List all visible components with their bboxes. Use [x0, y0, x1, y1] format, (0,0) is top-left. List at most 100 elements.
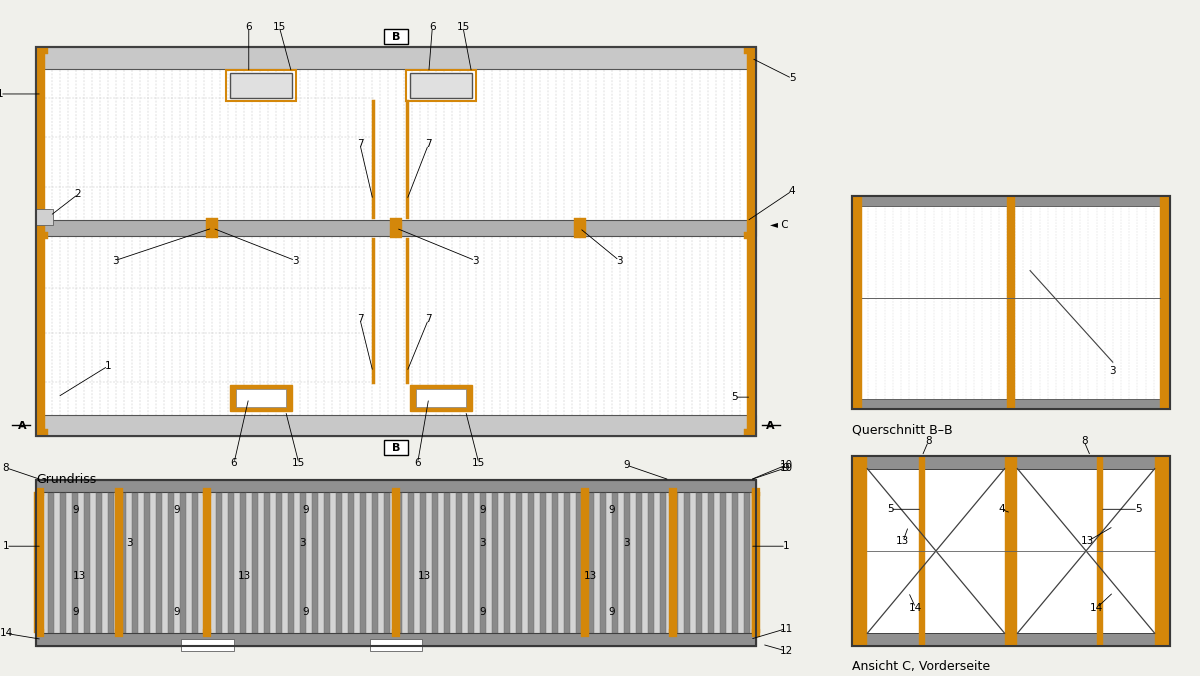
Bar [36, 47, 46, 436]
Text: B: B [392, 32, 400, 41]
Bar [36, 209, 53, 224]
Text: 9: 9 [173, 608, 180, 617]
Text: 9: 9 [302, 505, 310, 514]
Bar [180, 492, 187, 633]
Bar [126, 492, 133, 633]
Bar [186, 492, 193, 633]
Bar [498, 492, 505, 633]
Bar [396, 492, 403, 633]
Bar [678, 492, 685, 633]
Text: 3: 3 [292, 256, 299, 266]
Bar [390, 218, 402, 238]
Bar [744, 47, 756, 54]
Text: 8: 8 [2, 463, 10, 473]
Bar [852, 400, 1170, 409]
Bar [666, 492, 673, 633]
Text: 9: 9 [608, 608, 616, 617]
Bar [528, 492, 535, 633]
Bar [606, 492, 613, 633]
Text: 3: 3 [479, 538, 486, 548]
Text: 13: 13 [72, 571, 86, 581]
Text: 7: 7 [425, 314, 432, 324]
Text: 13: 13 [418, 571, 432, 581]
Bar [102, 492, 109, 633]
Bar [852, 196, 862, 409]
Text: 3: 3 [1110, 366, 1116, 376]
Bar [384, 29, 408, 44]
Bar [156, 492, 163, 633]
Bar [108, 492, 115, 633]
Bar [42, 492, 49, 633]
Bar [462, 492, 469, 633]
Bar [852, 456, 868, 646]
Bar [168, 492, 175, 633]
Bar [468, 492, 475, 633]
Text: 1: 1 [104, 361, 112, 371]
Text: Querschnitt B–B: Querschnitt B–B [852, 424, 953, 437]
Bar [581, 492, 588, 633]
Text: 13: 13 [583, 571, 598, 581]
Bar [36, 220, 756, 236]
Bar [744, 429, 756, 436]
Bar [510, 492, 517, 633]
Text: 3: 3 [112, 256, 119, 266]
Text: 15: 15 [272, 22, 286, 32]
Bar [492, 492, 499, 633]
Bar [370, 639, 422, 651]
Bar [372, 492, 379, 633]
Bar [115, 488, 122, 496]
Bar [114, 492, 121, 633]
Text: 7: 7 [356, 314, 364, 324]
Bar [654, 492, 661, 633]
Bar [54, 492, 61, 633]
Bar [66, 492, 73, 633]
Bar [36, 480, 756, 646]
Bar [540, 492, 547, 633]
Text: 12: 12 [779, 646, 793, 656]
Bar [115, 629, 122, 637]
Bar [402, 492, 409, 633]
Bar [581, 488, 588, 496]
Bar [408, 492, 415, 633]
Bar [738, 492, 745, 633]
Bar [115, 492, 122, 633]
Bar [574, 218, 586, 238]
Bar [78, 492, 85, 633]
Bar [342, 492, 349, 633]
Bar [348, 492, 355, 633]
Bar [36, 480, 756, 646]
Bar [750, 492, 757, 633]
Bar [36, 429, 48, 436]
Bar [36, 492, 43, 633]
Bar [438, 492, 445, 633]
Bar [34, 492, 40, 633]
Bar [594, 492, 601, 633]
Bar [714, 492, 721, 633]
Bar [660, 492, 667, 633]
Text: B: B [392, 443, 400, 452]
Bar [258, 492, 265, 633]
Bar [852, 456, 1170, 646]
Text: Grundriss: Grundriss [36, 473, 96, 486]
Bar [456, 492, 463, 633]
Text: 5: 5 [731, 392, 738, 402]
Text: 8: 8 [1081, 437, 1087, 446]
Text: 6: 6 [230, 458, 238, 468]
Bar [206, 218, 218, 238]
Bar [294, 492, 301, 633]
Bar [410, 72, 472, 98]
Bar [486, 492, 493, 633]
Bar [226, 70, 296, 101]
Bar [392, 488, 400, 496]
Bar [36, 47, 48, 54]
Text: 9: 9 [782, 463, 790, 473]
Text: 10: 10 [780, 460, 792, 470]
Text: 9: 9 [302, 608, 310, 617]
Bar [570, 492, 577, 633]
Bar [642, 492, 649, 633]
Text: A: A [18, 420, 26, 431]
Text: 6: 6 [246, 22, 252, 32]
Bar [384, 492, 391, 633]
Bar [852, 456, 1170, 468]
Bar [630, 492, 637, 633]
